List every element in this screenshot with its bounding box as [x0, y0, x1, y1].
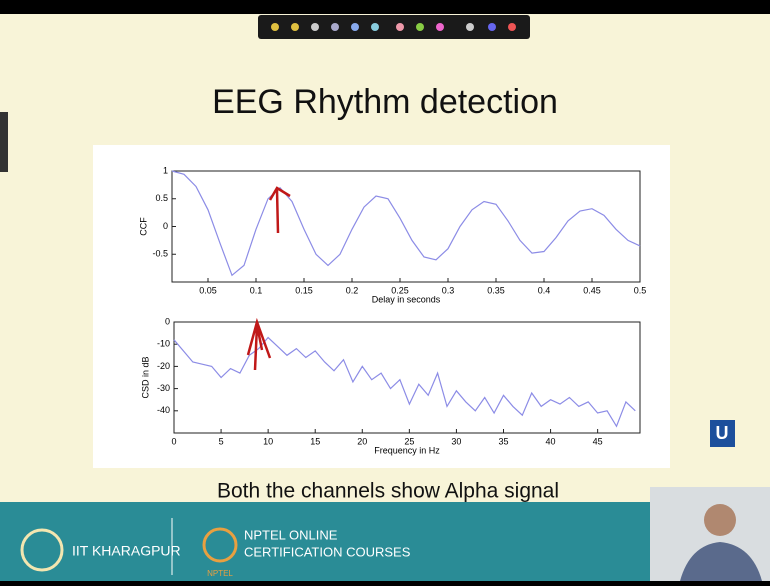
x-axis-label: Frequency in Hz [374, 445, 440, 455]
x-tick-label: 0.45 [583, 285, 601, 295]
nptel-logo-text: NPTEL [207, 569, 233, 578]
x-tick-label: 0.1 [250, 285, 263, 295]
y-axis-label: CCF [138, 217, 148, 236]
page: EEG Rhythm detection 0.050.10.150.20.250… [0, 0, 770, 581]
x-tick-label: 45 [593, 436, 603, 446]
slide-title: EEG Rhythm detection [212, 83, 558, 121]
x-tick-label: 30 [451, 436, 461, 446]
x-tick-label: 0.5 [634, 285, 647, 295]
y-axis-label: CSD in dB [140, 356, 150, 398]
y-tick-label: -10 [157, 339, 170, 349]
x-tick-label: 35 [498, 436, 508, 446]
x-tick-label: 15 [310, 436, 320, 446]
y-tick-label: 1 [163, 165, 168, 175]
slide: EEG Rhythm detection 0.050.10.150.20.250… [0, 0, 770, 581]
x-tick-label: 0.2 [346, 285, 359, 295]
y-tick-label: -40 [157, 405, 170, 415]
x-axis-label: Delay in seconds [372, 294, 441, 304]
y-tick-label: -30 [157, 383, 170, 393]
x-tick-label: 40 [546, 436, 556, 446]
institute-name: IIT KHARAGPUR [72, 543, 181, 559]
x-tick-label: 10 [263, 436, 273, 446]
x-tick-label: 0.05 [199, 285, 217, 295]
program-line: CERTIFICATION COURSES [244, 544, 411, 559]
x-tick-label: 0.15 [295, 285, 313, 295]
x-tick-label: 20 [357, 436, 367, 446]
presenter-head [704, 504, 736, 536]
slide-caption: Both the channels show Alpha signal [217, 480, 559, 503]
y-tick-label: 0.5 [155, 193, 168, 203]
x-tick-label: 0.3 [442, 285, 455, 295]
y-tick-label: -20 [157, 361, 170, 371]
x-tick-label: 0.35 [487, 285, 505, 295]
side-tab [0, 112, 8, 172]
x-tick-label: 0.4 [538, 285, 551, 295]
y-tick-label: -0.5 [152, 249, 168, 259]
return-icon: U [716, 423, 729, 443]
y-tick-label: 0 [165, 316, 170, 326]
y-tick-label: 0 [163, 221, 168, 231]
x-tick-label: 0 [171, 436, 176, 446]
figure-panel [93, 145, 670, 468]
x-tick-label: 5 [219, 436, 224, 446]
program-line: NPTEL ONLINE [244, 527, 338, 542]
